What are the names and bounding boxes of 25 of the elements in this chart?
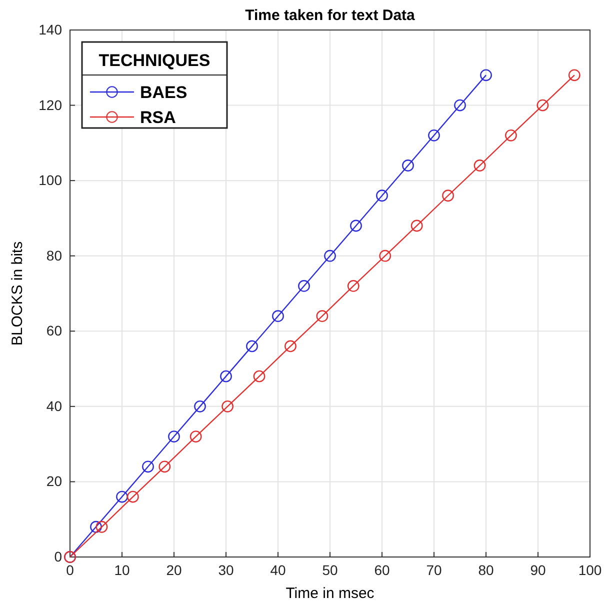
- y-tick-label: 40: [46, 398, 62, 414]
- legend-title: TECHNIQUES: [98, 51, 210, 70]
- x-tick-label: 60: [374, 562, 390, 578]
- x-tick-label: 30: [218, 562, 234, 578]
- x-tick-label: 80: [478, 562, 494, 578]
- x-tick-label: 40: [270, 562, 286, 578]
- x-tick-label: 90: [530, 562, 546, 578]
- y-tick-label: 120: [38, 96, 62, 113]
- y-tick-label: 0: [54, 548, 62, 564]
- legend-label: BAES: [140, 83, 188, 102]
- y-tick-label: 60: [46, 322, 62, 339]
- x-tick-label: 10: [114, 562, 130, 578]
- chart-title: Time taken for text Data: [245, 7, 416, 24]
- x-tick-label: 20: [166, 562, 182, 578]
- y-tick-label: 140: [38, 21, 62, 38]
- x-tick-label: 0: [66, 562, 74, 578]
- legend-label: RSA: [140, 108, 176, 127]
- y-tick-label: 80: [46, 247, 62, 264]
- y-axis-title: BLOCKS in bits: [9, 241, 26, 346]
- x-tick-label: 100: [578, 562, 602, 578]
- x-tick-label: 50: [322, 562, 338, 578]
- y-tick-label: 20: [46, 473, 62, 490]
- x-axis-title: Time in msec: [286, 585, 375, 602]
- y-tick-label: 100: [38, 172, 62, 188]
- x-tick-label: 70: [426, 562, 442, 578]
